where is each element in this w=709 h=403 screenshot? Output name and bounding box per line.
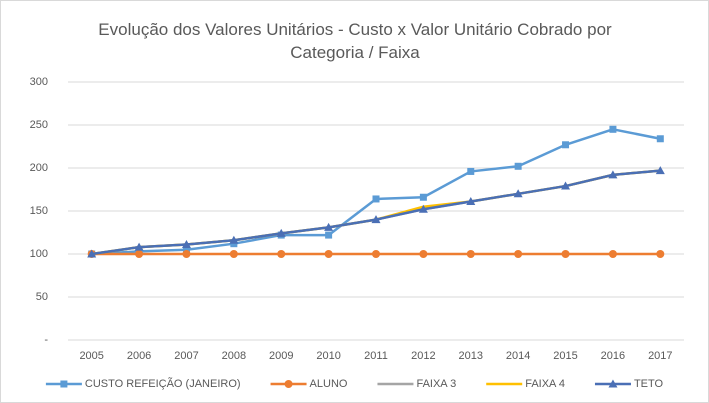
marker [182, 246, 190, 254]
x-tick-label: 2013 [459, 350, 483, 362]
marker [609, 125, 617, 133]
y-tick-label: 200 [30, 162, 48, 174]
x-tick-label: 2011 [364, 350, 388, 362]
marker [324, 222, 334, 231]
marker [466, 250, 475, 258]
legend-label: TETO [634, 378, 664, 390]
marker [229, 250, 238, 258]
marker [324, 250, 333, 258]
marker [419, 193, 427, 201]
legend-marker [608, 379, 618, 388]
marker [655, 166, 665, 175]
legend-marker [284, 380, 293, 388]
x-tick-label: 2007 [174, 350, 198, 362]
marker [514, 250, 523, 258]
marker [514, 162, 522, 170]
marker [561, 250, 570, 258]
legend-marker [60, 380, 68, 388]
marker [182, 250, 191, 258]
marker [656, 250, 665, 258]
marker [325, 231, 333, 239]
marker [466, 197, 476, 206]
marker [135, 250, 144, 258]
marker [277, 250, 286, 258]
y-tick-label: 300 [30, 76, 48, 88]
marker [229, 235, 239, 244]
marker [181, 240, 191, 249]
y-tick-label: 150 [30, 205, 48, 217]
x-tick-label: 2012 [411, 350, 435, 362]
chart-title: Evolução dos Valores Unitários - Custo x… [98, 20, 612, 62]
legend-label: FAIXA 4 [525, 378, 565, 390]
x-tick-label: 2017 [648, 350, 672, 362]
x-tick-label: 2015 [553, 350, 577, 362]
marker [419, 250, 428, 258]
marker [513, 189, 523, 198]
x-tick-label: 2016 [601, 350, 625, 362]
marker [608, 250, 617, 258]
legend-label: ALUNO [310, 378, 348, 390]
marker [372, 250, 380, 258]
x-tick-label: 2014 [506, 350, 530, 362]
x-tick-label: 2005 [79, 350, 103, 362]
marker [276, 228, 286, 237]
x-tick-label: 2009 [269, 350, 293, 362]
legend-label: FAIXA 3 [416, 378, 456, 390]
marker [371, 215, 381, 224]
marker [467, 167, 475, 175]
x-tick-label: 2010 [316, 350, 340, 362]
x-tick-label: 2008 [222, 350, 246, 362]
y-tick-label: - [44, 334, 48, 346]
marker [562, 141, 570, 149]
marker [134, 242, 144, 251]
marker [656, 135, 664, 143]
y-tick-label: 100 [30, 248, 48, 260]
legend-label: CUSTO REFEIÇÃO (JANEIRO) [85, 377, 241, 390]
marker [372, 195, 380, 203]
marker [418, 204, 428, 213]
y-tick-label: 250 [30, 119, 48, 131]
y-tick-label: 50 [36, 291, 48, 303]
x-tick-label: 2006 [127, 350, 151, 362]
marker [561, 181, 571, 190]
marker [87, 249, 97, 258]
marker [608, 170, 618, 179]
